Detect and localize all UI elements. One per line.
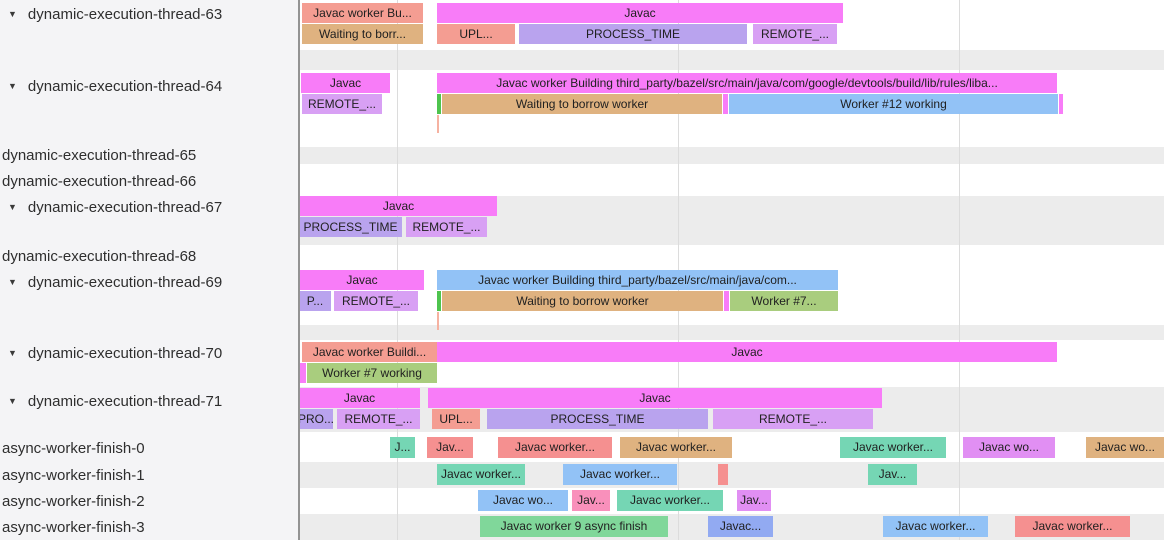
- trace-slice[interactable]: Javac: [299, 388, 420, 408]
- track-name-text: async-worker-finish-2: [2, 492, 145, 510]
- trace-slice[interactable]: Javac worker...: [883, 516, 988, 537]
- trace-slice[interactable]: Javac wo...: [478, 490, 568, 511]
- track-label-dynamic-execution-thread-68[interactable]: dynamic-execution-thread-68: [2, 245, 196, 267]
- trace-slice[interactable]: PROCESS_TIME: [487, 409, 708, 429]
- trace-slice[interactable]: Worker #7...: [730, 291, 838, 311]
- trace-slice[interactable]: UPL...: [432, 409, 480, 429]
- trace-slice[interactable]: REMOTE_...: [302, 94, 382, 114]
- trace-slice[interactable]: Jav...: [427, 437, 473, 458]
- track-name-text: async-worker-finish-1: [2, 466, 145, 484]
- track-label-dynamic-execution-thread-67[interactable]: ▼ dynamic-execution-thread-67: [8, 196, 222, 218]
- trace-slice[interactable]: Javac worker Building third_party/bazel/…: [437, 270, 838, 290]
- track-name-text: async-worker-finish-3: [2, 518, 145, 536]
- trace-slice[interactable]: Javac: [300, 196, 497, 216]
- trace-slice[interactable]: Jav...: [572, 490, 610, 511]
- trace-slice[interactable]: REMOTE_...: [753, 24, 837, 44]
- trace-slice[interactable]: Javac...: [708, 516, 773, 537]
- track-name-text: dynamic-execution-thread-65: [2, 146, 197, 164]
- trace-slice[interactable]: REMOTE_...: [334, 291, 418, 311]
- row-band: [300, 50, 1164, 70]
- collapse-arrow-icon[interactable]: ▼: [8, 202, 17, 212]
- trace-slice[interactable]: PROCESS_TIME: [299, 217, 402, 237]
- collapse-arrow-icon[interactable]: ▼: [8, 277, 17, 287]
- track-name-text: async-worker-finish-0: [2, 439, 145, 457]
- trace-slice[interactable]: Javac worker...: [620, 437, 732, 458]
- trace-slice[interactable]: [718, 464, 728, 485]
- row-band: [300, 325, 1164, 340]
- trace-slice[interactable]: Javac: [300, 270, 424, 290]
- track-name-text: dynamic-execution-thread-69: [27, 273, 223, 291]
- track-label-dynamic-execution-thread-71[interactable]: ▼ dynamic-execution-thread-71: [8, 390, 222, 412]
- trace-slice[interactable]: Javac worker...: [617, 490, 723, 511]
- trace-slice[interactable]: Javac: [437, 342, 1057, 362]
- trace-slice[interactable]: [300, 363, 306, 383]
- trace-slice[interactable]: Worker #12 working: [729, 94, 1058, 114]
- trace-slice[interactable]: Jav...: [868, 464, 917, 485]
- collapse-arrow-icon[interactable]: ▼: [8, 348, 17, 358]
- track-label-dynamic-execution-thread-70[interactable]: ▼ dynamic-execution-thread-70: [8, 342, 222, 364]
- track-label-async-worker-finish-3[interactable]: async-worker-finish-3: [2, 516, 145, 538]
- trace-slice[interactable]: [437, 94, 441, 114]
- trace-slice[interactable]: Waiting to borr...: [302, 24, 423, 44]
- trace-slice[interactable]: [723, 94, 728, 114]
- trace-slice[interactable]: Jav...: [737, 490, 771, 511]
- trace-slice[interactable]: [1059, 94, 1063, 114]
- trace-slice[interactable]: Javac worker...: [563, 464, 677, 485]
- track-name-text: dynamic-execution-thread-70: [27, 344, 223, 362]
- trace-slice[interactable]: Javac worker...: [840, 437, 946, 458]
- track-label-dynamic-execution-thread-69[interactable]: ▼ dynamic-execution-thread-69: [8, 271, 222, 293]
- track-name-text: dynamic-execution-thread-63: [27, 5, 223, 23]
- track-name-text: dynamic-execution-thread-68: [2, 247, 197, 265]
- trace-slice[interactable]: Javac worker Bu...: [302, 3, 423, 23]
- trace-slice[interactable]: Javac: [301, 73, 390, 93]
- row-band: [300, 462, 1164, 488]
- trace-slice[interactable]: Javac worker...: [437, 464, 525, 485]
- trace-slice[interactable]: Javac: [428, 388, 882, 408]
- track-name-text: dynamic-execution-thread-71: [27, 392, 223, 410]
- trace-slice[interactable]: Waiting to borrow worker: [442, 291, 723, 311]
- trace-slice[interactable]: Javac worker...: [498, 437, 612, 458]
- trace-slice[interactable]: [724, 291, 729, 311]
- track-label-dynamic-execution-thread-65[interactable]: dynamic-execution-thread-65: [2, 144, 196, 166]
- collapse-arrow-icon[interactable]: ▼: [8, 396, 17, 406]
- track-label-dynamic-execution-thread-63[interactable]: ▼ dynamic-execution-thread-63: [8, 3, 222, 25]
- track-name-panel: ▼ dynamic-execution-thread-63 ▼ dynamic-exe…: [0, 0, 300, 540]
- trace-slice[interactable]: REMOTE_...: [337, 409, 420, 429]
- track-label-dynamic-execution-thread-66[interactable]: dynamic-execution-thread-66: [2, 170, 196, 192]
- trace-slice[interactable]: P...: [299, 291, 331, 311]
- collapse-arrow-icon[interactable]: ▼: [8, 9, 17, 19]
- trace-slice[interactable]: Waiting to borrow worker: [442, 94, 722, 114]
- trace-slice[interactable]: Javac worker...: [1015, 516, 1130, 537]
- trace-slice[interactable]: Javac worker Building third_party/bazel/…: [437, 73, 1057, 93]
- track-label-async-worker-finish-1[interactable]: async-worker-finish-1: [2, 464, 145, 486]
- track-label-dynamic-execution-thread-64[interactable]: ▼ dynamic-execution-thread-64: [8, 75, 222, 97]
- track-label-async-worker-finish-2[interactable]: async-worker-finish-2: [2, 490, 145, 512]
- trace-instant-tick[interactable]: [437, 115, 439, 133]
- trace-slice[interactable]: Javac: [437, 3, 843, 23]
- trace-slice[interactable]: Worker #7 working: [307, 363, 437, 383]
- row-band: [300, 147, 1164, 164]
- track-name-text: dynamic-execution-thread-66: [2, 172, 197, 190]
- track-name-text: dynamic-execution-thread-67: [27, 198, 223, 216]
- trace-slice[interactable]: PRO...: [298, 409, 333, 429]
- time-gridline: [959, 0, 960, 540]
- trace-instant-tick[interactable]: [437, 312, 439, 330]
- trace-slice[interactable]: REMOTE_...: [406, 217, 487, 237]
- trace-slice[interactable]: J...: [390, 437, 415, 458]
- track-label-async-worker-finish-0[interactable]: async-worker-finish-0: [2, 437, 145, 459]
- trace-slice[interactable]: Javac wo...: [1086, 437, 1164, 458]
- collapse-arrow-icon[interactable]: ▼: [8, 81, 17, 91]
- track-name-text: dynamic-execution-thread-64: [27, 77, 223, 95]
- trace-slice[interactable]: Javac worker Buildi...: [302, 342, 437, 362]
- trace-slice[interactable]: [437, 291, 441, 311]
- trace-slice[interactable]: Javac worker 9 async finish: [480, 516, 668, 537]
- trace-slice[interactable]: UPL...: [437, 24, 515, 44]
- trace-slice[interactable]: REMOTE_...: [713, 409, 873, 429]
- trace-slice[interactable]: Javac wo...: [963, 437, 1055, 458]
- trace-slice[interactable]: PROCESS_TIME: [519, 24, 747, 44]
